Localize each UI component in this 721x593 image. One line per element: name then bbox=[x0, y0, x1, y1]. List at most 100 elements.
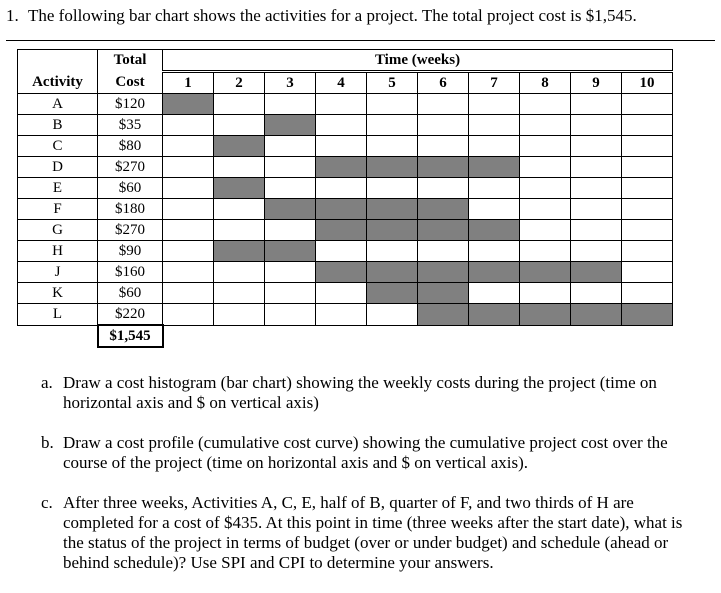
week-cell bbox=[519, 114, 571, 136]
part-text: After three weeks, Activities A, C, E, h… bbox=[63, 493, 683, 572]
week-cell bbox=[162, 219, 214, 241]
total-cost-cell: $1,545 bbox=[96, 324, 164, 348]
table-row: D $270 bbox=[17, 156, 673, 178]
week-cell bbox=[315, 282, 367, 304]
week-cell bbox=[213, 303, 265, 326]
part-label: b. bbox=[41, 433, 54, 452]
week-cell bbox=[366, 240, 418, 262]
activity-bar-segment bbox=[468, 303, 520, 326]
week-cell bbox=[468, 198, 520, 220]
activity-bar-segment bbox=[264, 198, 316, 220]
week-cell bbox=[162, 114, 214, 136]
activity-cell: H bbox=[17, 240, 98, 262]
activity-bar-segment bbox=[213, 240, 265, 262]
week-cell bbox=[162, 303, 214, 326]
week-header-cell: 3 bbox=[264, 71, 316, 94]
table-row: E $60 bbox=[17, 177, 673, 199]
week-cell bbox=[213, 93, 265, 115]
week-cell bbox=[162, 198, 214, 220]
week-cell bbox=[264, 303, 316, 326]
time-header: Time (weeks) bbox=[162, 49, 673, 73]
table-row: H $90 bbox=[17, 240, 673, 262]
week-cell bbox=[519, 282, 571, 304]
week-cell bbox=[162, 282, 214, 304]
table-row: G $270 bbox=[17, 219, 673, 241]
activity-bar-segment bbox=[417, 282, 469, 304]
week-cell bbox=[315, 93, 367, 115]
activity-bar-segment bbox=[366, 219, 418, 241]
week-cell bbox=[621, 240, 673, 262]
activity-cell: J bbox=[17, 261, 98, 283]
week-cell bbox=[417, 177, 469, 199]
cost-cell: $60 bbox=[97, 177, 163, 199]
week-cell bbox=[621, 198, 673, 220]
activity-bar-segment bbox=[366, 261, 418, 283]
cost-cell: $120 bbox=[97, 93, 163, 115]
week-cell bbox=[570, 240, 622, 262]
week-cell bbox=[570, 93, 622, 115]
part-label: c. bbox=[41, 493, 53, 512]
week-cell bbox=[264, 261, 316, 283]
activity-bar-segment bbox=[417, 156, 469, 178]
week-cell bbox=[519, 219, 571, 241]
cost-cell: $80 bbox=[97, 135, 163, 157]
week-cell bbox=[468, 135, 520, 157]
week-cell bbox=[213, 114, 265, 136]
cost-cell: $270 bbox=[97, 156, 163, 178]
total-row-blank bbox=[163, 325, 673, 347]
week-header-cell: 4 bbox=[315, 71, 367, 94]
activity-cell: G bbox=[17, 219, 98, 241]
week-cell bbox=[621, 93, 673, 115]
week-cell bbox=[519, 177, 571, 199]
week-header-cell: 9 bbox=[570, 71, 622, 94]
week-cell bbox=[162, 261, 214, 283]
week-cell bbox=[570, 282, 622, 304]
week-cell bbox=[417, 240, 469, 262]
week-cell bbox=[468, 177, 520, 199]
week-cell bbox=[315, 114, 367, 136]
week-header-cell: 5 bbox=[366, 71, 418, 94]
week-header-cell: 7 bbox=[468, 71, 520, 94]
week-cell bbox=[621, 114, 673, 136]
activity-cell: C bbox=[17, 135, 98, 157]
activity-bar-segment bbox=[315, 261, 367, 283]
week-cell bbox=[417, 135, 469, 157]
table-row: K $60 bbox=[17, 282, 673, 304]
activity-bar-segment bbox=[570, 303, 622, 326]
activity-bar-segment bbox=[417, 261, 469, 283]
activity-cell: K bbox=[17, 282, 98, 304]
week-cell bbox=[621, 135, 673, 157]
week-cell bbox=[315, 135, 367, 157]
table-row: F $180 bbox=[17, 198, 673, 220]
activity-bar-segment bbox=[213, 177, 265, 199]
activity-bar-segment bbox=[315, 219, 367, 241]
question-header: 1. The following bar chart shows the acti… bbox=[6, 6, 637, 26]
activity-bar-segment bbox=[315, 198, 367, 220]
activity-bar-segment bbox=[468, 219, 520, 241]
week-cell bbox=[468, 240, 520, 262]
table-row: J $160 bbox=[17, 261, 673, 283]
activity-bar-segment bbox=[366, 198, 418, 220]
table-row: L $220 bbox=[17, 303, 673, 326]
week-cell bbox=[162, 156, 214, 178]
activity-bar-segment bbox=[315, 156, 367, 178]
week-cell bbox=[468, 114, 520, 136]
cost-cell: $90 bbox=[97, 240, 163, 262]
question-parts: a. Draw a cost histogram (bar chart) sho… bbox=[41, 373, 706, 593]
activity-cell: B bbox=[17, 114, 98, 136]
week-cell bbox=[162, 240, 214, 262]
cost-cell: $270 bbox=[97, 219, 163, 241]
week-cell bbox=[264, 156, 316, 178]
week-cell bbox=[264, 177, 316, 199]
week-header-cell: 8 bbox=[519, 71, 571, 94]
cost-cell: $60 bbox=[97, 282, 163, 304]
cost-cell: $180 bbox=[97, 198, 163, 220]
activity-bar-segment bbox=[366, 282, 418, 304]
week-cell bbox=[519, 240, 571, 262]
week-cell bbox=[213, 261, 265, 283]
week-header-cell: 1 bbox=[162, 71, 214, 94]
question-text: The following bar chart shows the activi… bbox=[28, 6, 637, 25]
week-cell bbox=[519, 156, 571, 178]
table-row: A $120 bbox=[17, 93, 673, 115]
week-cell bbox=[366, 303, 418, 326]
